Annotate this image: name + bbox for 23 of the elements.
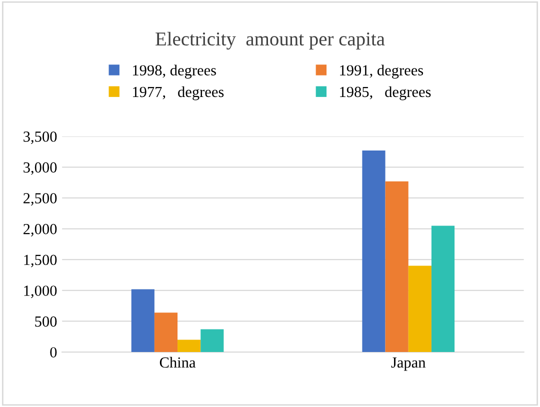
bar	[131, 289, 154, 352]
legend-label: 1977, degrees	[133, 86, 224, 100]
bar	[362, 150, 386, 352]
bar	[178, 340, 201, 352]
x-tick-label: China	[160, 356, 196, 368]
y-tick-label: 0	[50, 347, 57, 358]
y-tick-label: 500	[35, 316, 57, 327]
bar	[200, 329, 224, 352]
y-tick-label: 1,500	[24, 254, 57, 268]
bar	[408, 266, 432, 352]
y-tick-label: 2,500	[24, 193, 57, 206]
legend-label: 1985, degrees	[340, 86, 431, 100]
legend-label: 1991, degrees	[340, 64, 424, 79]
legend-label: 1998, degrees	[133, 64, 216, 79]
y-tick-label: 3,000	[24, 162, 57, 175]
bar	[385, 181, 408, 352]
y-tick-label: 3,500	[24, 131, 57, 144]
y-tick-label: 1,000	[24, 286, 57, 298]
chart-title: Electricity amount per capita	[156, 32, 385, 50]
y-tick-label: 2,000	[24, 224, 57, 236]
x-tick-label: Japan	[391, 358, 426, 371]
bar	[154, 312, 178, 352]
bar	[431, 226, 455, 352]
